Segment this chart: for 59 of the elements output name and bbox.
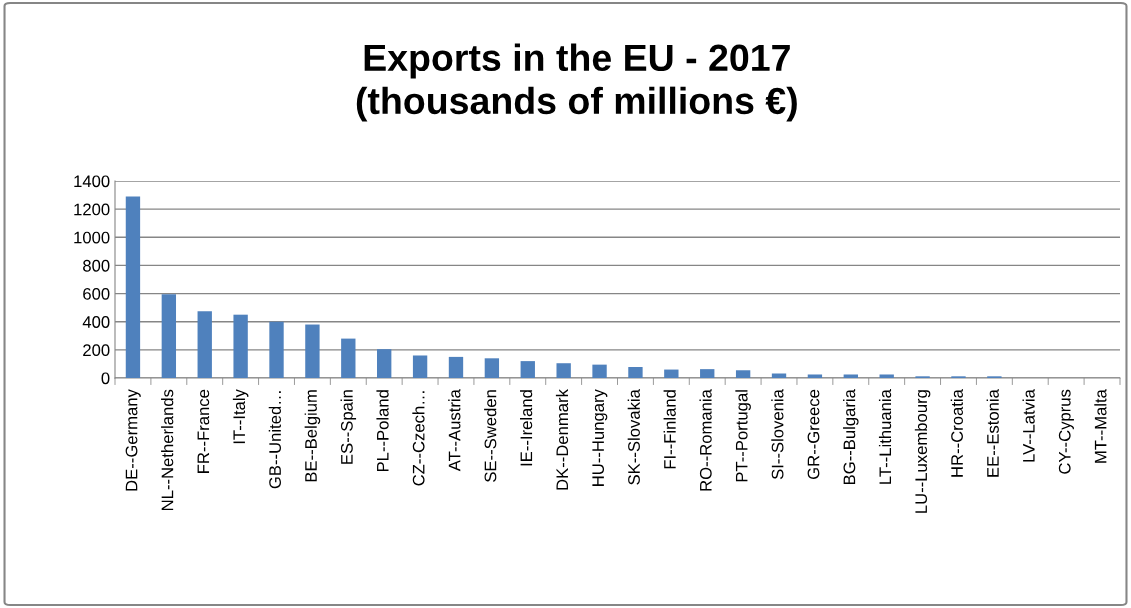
x-tick-label: EE--Estonia	[986, 389, 999, 477]
bar	[233, 314, 248, 378]
x-tick-label: DE--Germany	[125, 389, 141, 491]
bar	[341, 338, 356, 378]
x-tick-label: PT--Portugal	[735, 390, 751, 482]
x-tick-label: HU--Hungary	[592, 389, 608, 486]
x-tick-label: FR--France	[197, 389, 210, 473]
bar	[412, 355, 428, 378]
x-tick-label: DK--Denmark	[555, 389, 569, 490]
x-tick-label: CY--Cyprus	[1058, 389, 1074, 474]
x-tick-label: SE--Sweden	[484, 390, 497, 482]
bar	[377, 349, 392, 378]
x-tick-label: MT--Malta	[1094, 389, 1107, 463]
x-tick-label: NL--Netherlands	[161, 389, 174, 511]
bar	[735, 370, 751, 378]
bar	[161, 294, 177, 378]
bar	[520, 361, 535, 378]
bar	[556, 363, 571, 378]
bar	[771, 373, 787, 378]
x-tick-label: BE--Belgium	[304, 390, 321, 482]
x-tick-label: LU--Luxembourg	[914, 390, 931, 513]
x-tick-label: FI--Finland	[663, 390, 676, 469]
x-tick-label: SK--Slovakia	[627, 389, 640, 485]
y-tick-label: 0	[101, 372, 110, 385]
y-tick-label: 1000	[74, 231, 110, 244]
x-tick-label: RO--Romania	[699, 389, 712, 491]
x-tick-label: ES--Spain	[340, 390, 357, 464]
bar	[700, 369, 715, 378]
x-tick-label: LT--Lithuania	[878, 389, 892, 484]
chart-title: Exports in the EU - 2017 (thousands of millions €)	[356, 43, 797, 122]
y-tick-label: 400	[82, 316, 110, 328]
bar	[125, 196, 141, 378]
bar	[628, 367, 643, 378]
bar	[269, 321, 284, 378]
x-tick-label: AT--Austria	[448, 389, 461, 472]
x-tick-label: HR--Croatia	[950, 389, 963, 477]
y-tick-label: 200	[83, 344, 110, 357]
y-tick-label: 1200	[74, 203, 110, 216]
bar	[305, 324, 320, 378]
x-tick-label: LV--Latvia	[1022, 389, 1035, 462]
bar	[484, 358, 500, 378]
y-tick-label: 1400	[74, 175, 110, 188]
x-tick-label: PL--Poland	[376, 390, 389, 472]
bar	[843, 374, 858, 378]
x-tick-label: BG--Bulgaria	[843, 389, 859, 485]
bar	[664, 369, 679, 378]
bar	[879, 374, 894, 378]
bar	[807, 374, 823, 378]
x-tick-label: IT--Italy	[232, 389, 249, 444]
bar	[448, 356, 464, 378]
x-tick-label: SI--Slovenia	[771, 389, 784, 480]
bar	[197, 311, 212, 378]
x-tick-label: IE--Ireland	[520, 390, 533, 466]
x-tick-label: CZ--Czech…	[412, 391, 425, 486]
y-tick-label: 800	[83, 259, 110, 272]
y-tick-label: 600	[83, 287, 110, 300]
x-tick-label: GR--Greece	[807, 389, 820, 480]
bar	[592, 364, 607, 378]
x-tick-label: GB--United…	[268, 391, 281, 489]
